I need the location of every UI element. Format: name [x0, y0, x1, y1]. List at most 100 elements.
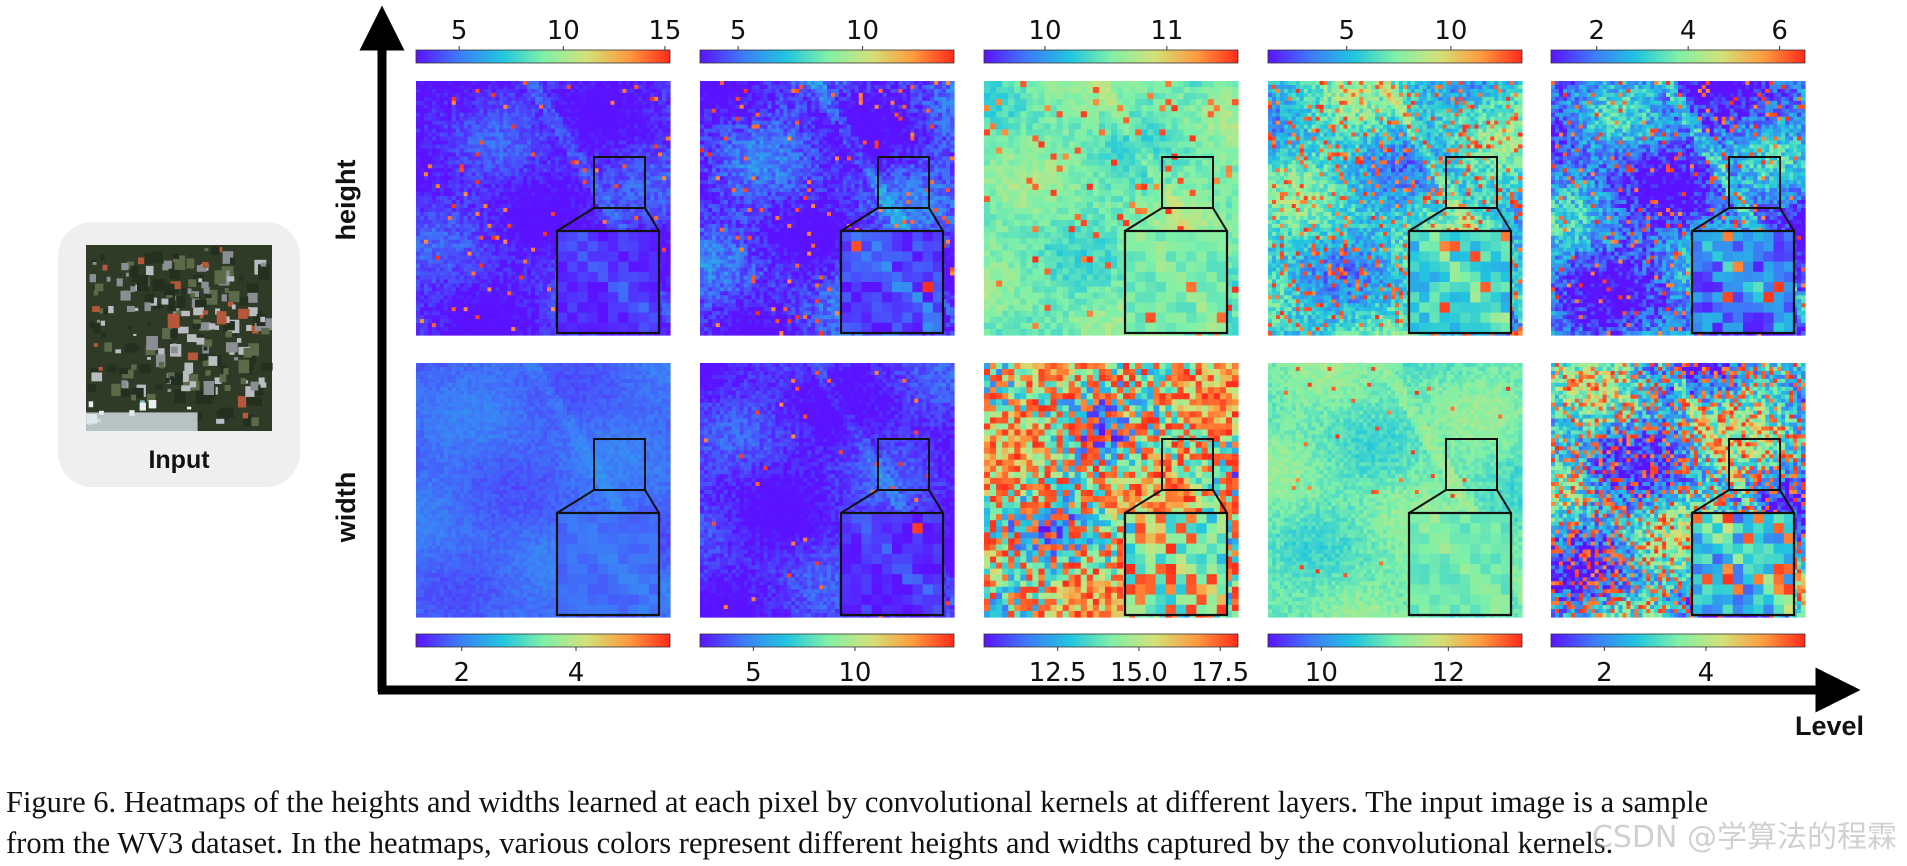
- top-colorbar-5: 2 4 6: [1550, 16, 1806, 64]
- zoom-source-box: [877, 156, 930, 209]
- bottom-colorbar-2: 5 10: [699, 633, 955, 688]
- zoom-connector: [1691, 489, 1730, 514]
- zoom-connector: [556, 207, 595, 232]
- zoom-inset-frame: [839, 229, 945, 335]
- heatmap-width-level-1: [416, 363, 671, 618]
- zoom-source-box: [1728, 438, 1781, 491]
- zoom-connector: [1779, 207, 1795, 232]
- zoom-connector: [928, 207, 944, 232]
- zoom-inset-frame: [1123, 511, 1229, 617]
- top-colorbar-gradient: [415, 49, 671, 64]
- zoom-connector: [644, 489, 660, 514]
- zoom-connector: [644, 207, 660, 232]
- zoom-connector: [1496, 207, 1512, 232]
- zoom-inset: [557, 231, 660, 334]
- row-label-height: height: [331, 160, 361, 241]
- colorbar-tick-label: 2: [453, 658, 470, 688]
- row-label-width: width: [331, 472, 361, 543]
- heatmap-width-level-5: [1551, 363, 1806, 618]
- x-axis-label: Level: [1795, 711, 1864, 741]
- zoom-connector: [840, 207, 879, 232]
- zoom-inset: [841, 231, 944, 334]
- zoom-source-box: [1445, 156, 1498, 209]
- colorbar-tick-label: 10: [1434, 16, 1467, 46]
- colorbar-tick-label: 2: [1596, 658, 1613, 688]
- zoom-connector: [1408, 489, 1447, 514]
- colorbar-tick-label: 5: [730, 16, 747, 46]
- zoom-inset-frame: [1123, 229, 1229, 335]
- heatmap-width-level-4: [1268, 363, 1523, 618]
- zoom-inset: [1692, 231, 1795, 334]
- heatmap-height-level-4: [1268, 81, 1523, 336]
- zoom-inset-frame: [1407, 229, 1513, 335]
- zoom-source-box: [1728, 156, 1781, 209]
- colorbar-tick-label: 4: [1680, 16, 1697, 46]
- colorbar-tick-label: 10: [1028, 16, 1061, 46]
- input-card: Input: [58, 222, 300, 487]
- zoom-inset-frame: [1690, 229, 1796, 335]
- colorbar-tick-label: 5: [1338, 16, 1355, 46]
- zoom-inset: [1125, 513, 1228, 616]
- colorbar-tick-label: 5: [745, 658, 762, 688]
- colorbar-tick-label: 15: [648, 16, 681, 46]
- caption-line-1: Figure 6. Heatmaps of the heights and wi…: [6, 782, 1901, 823]
- zoom-connector: [1212, 489, 1228, 514]
- top-colorbar-gradient: [983, 49, 1239, 64]
- bottom-colorbar-3: 12.5 15.0 17.5: [983, 633, 1249, 688]
- colorbar-tick-label: 11: [1150, 16, 1183, 46]
- zoom-connector: [1124, 489, 1163, 514]
- top-colorbar-3: 10 11: [983, 16, 1239, 64]
- zoom-source-box: [593, 438, 646, 491]
- zoom-connector: [1496, 489, 1512, 514]
- zoom-inset: [1409, 231, 1512, 334]
- zoom-connector: [1124, 207, 1163, 232]
- zoom-source-box: [1161, 438, 1214, 491]
- colorbar-tick-label: 10: [1305, 658, 1338, 688]
- caption-line-2: from the WV3 dataset. In the heatmaps, v…: [6, 823, 1901, 864]
- zoom-inset-frame: [839, 511, 945, 617]
- figure-caption: Figure 6. Heatmaps of the heights and wi…: [6, 782, 1901, 864]
- colorbar-tick-label: 6: [1771, 16, 1788, 46]
- top-colorbar-2: 5 10: [699, 16, 955, 64]
- heatmap-grid: [416, 81, 1806, 618]
- zoom-connector: [1212, 207, 1228, 232]
- colorbar-tick-label: 12.5: [1029, 658, 1087, 688]
- zoom-connector: [1408, 207, 1447, 232]
- top-colorbars: 5 10 15 5 10 10 11 5 10 2 4 6: [415, 16, 1806, 64]
- top-colorbar-gradient: [1550, 49, 1806, 64]
- zoom-connector: [556, 489, 595, 514]
- top-colorbar-1: 5 10 15: [415, 16, 681, 64]
- zoom-source-box: [1445, 438, 1498, 491]
- bottom-colorbars: 2 4 5 10 12.5 15.0 17.5 10 12 2 4: [415, 633, 1806, 688]
- zoom-connector: [1691, 207, 1730, 232]
- zoom-source-box: [593, 156, 646, 209]
- zoom-source-box: [877, 438, 930, 491]
- bottom-colorbar-gradient: [1267, 633, 1523, 648]
- heatmap-width-level-2: [700, 363, 955, 618]
- bottom-colorbar-gradient: [1550, 633, 1806, 648]
- top-colorbar-gradient: [1267, 49, 1523, 64]
- top-colorbar-4: 5 10: [1267, 16, 1523, 64]
- top-colorbar-gradient: [699, 49, 955, 64]
- zoom-inset: [1125, 231, 1228, 334]
- colorbar-tick-label: 12: [1432, 658, 1465, 688]
- zoom-connector: [840, 489, 879, 514]
- zoom-inset-frame: [555, 511, 661, 617]
- bottom-colorbar-4: 10 12: [1267, 633, 1523, 688]
- heatmap-height-level-1: [416, 81, 671, 336]
- bottom-colorbar-gradient: [983, 633, 1239, 648]
- input-label: Input: [148, 446, 210, 474]
- zoom-inset: [841, 513, 944, 616]
- zoom-inset: [557, 513, 660, 616]
- zoom-inset: [1409, 513, 1512, 616]
- colorbar-tick-label: 2: [1588, 16, 1605, 46]
- colorbar-tick-label: 10: [838, 658, 871, 688]
- input-satellite-image: [86, 245, 273, 431]
- zoom-source-box: [1161, 156, 1214, 209]
- axes: Level: [359, 5, 1864, 741]
- zoom-inset-frame: [555, 229, 661, 335]
- zoom-inset-frame: [1690, 511, 1796, 617]
